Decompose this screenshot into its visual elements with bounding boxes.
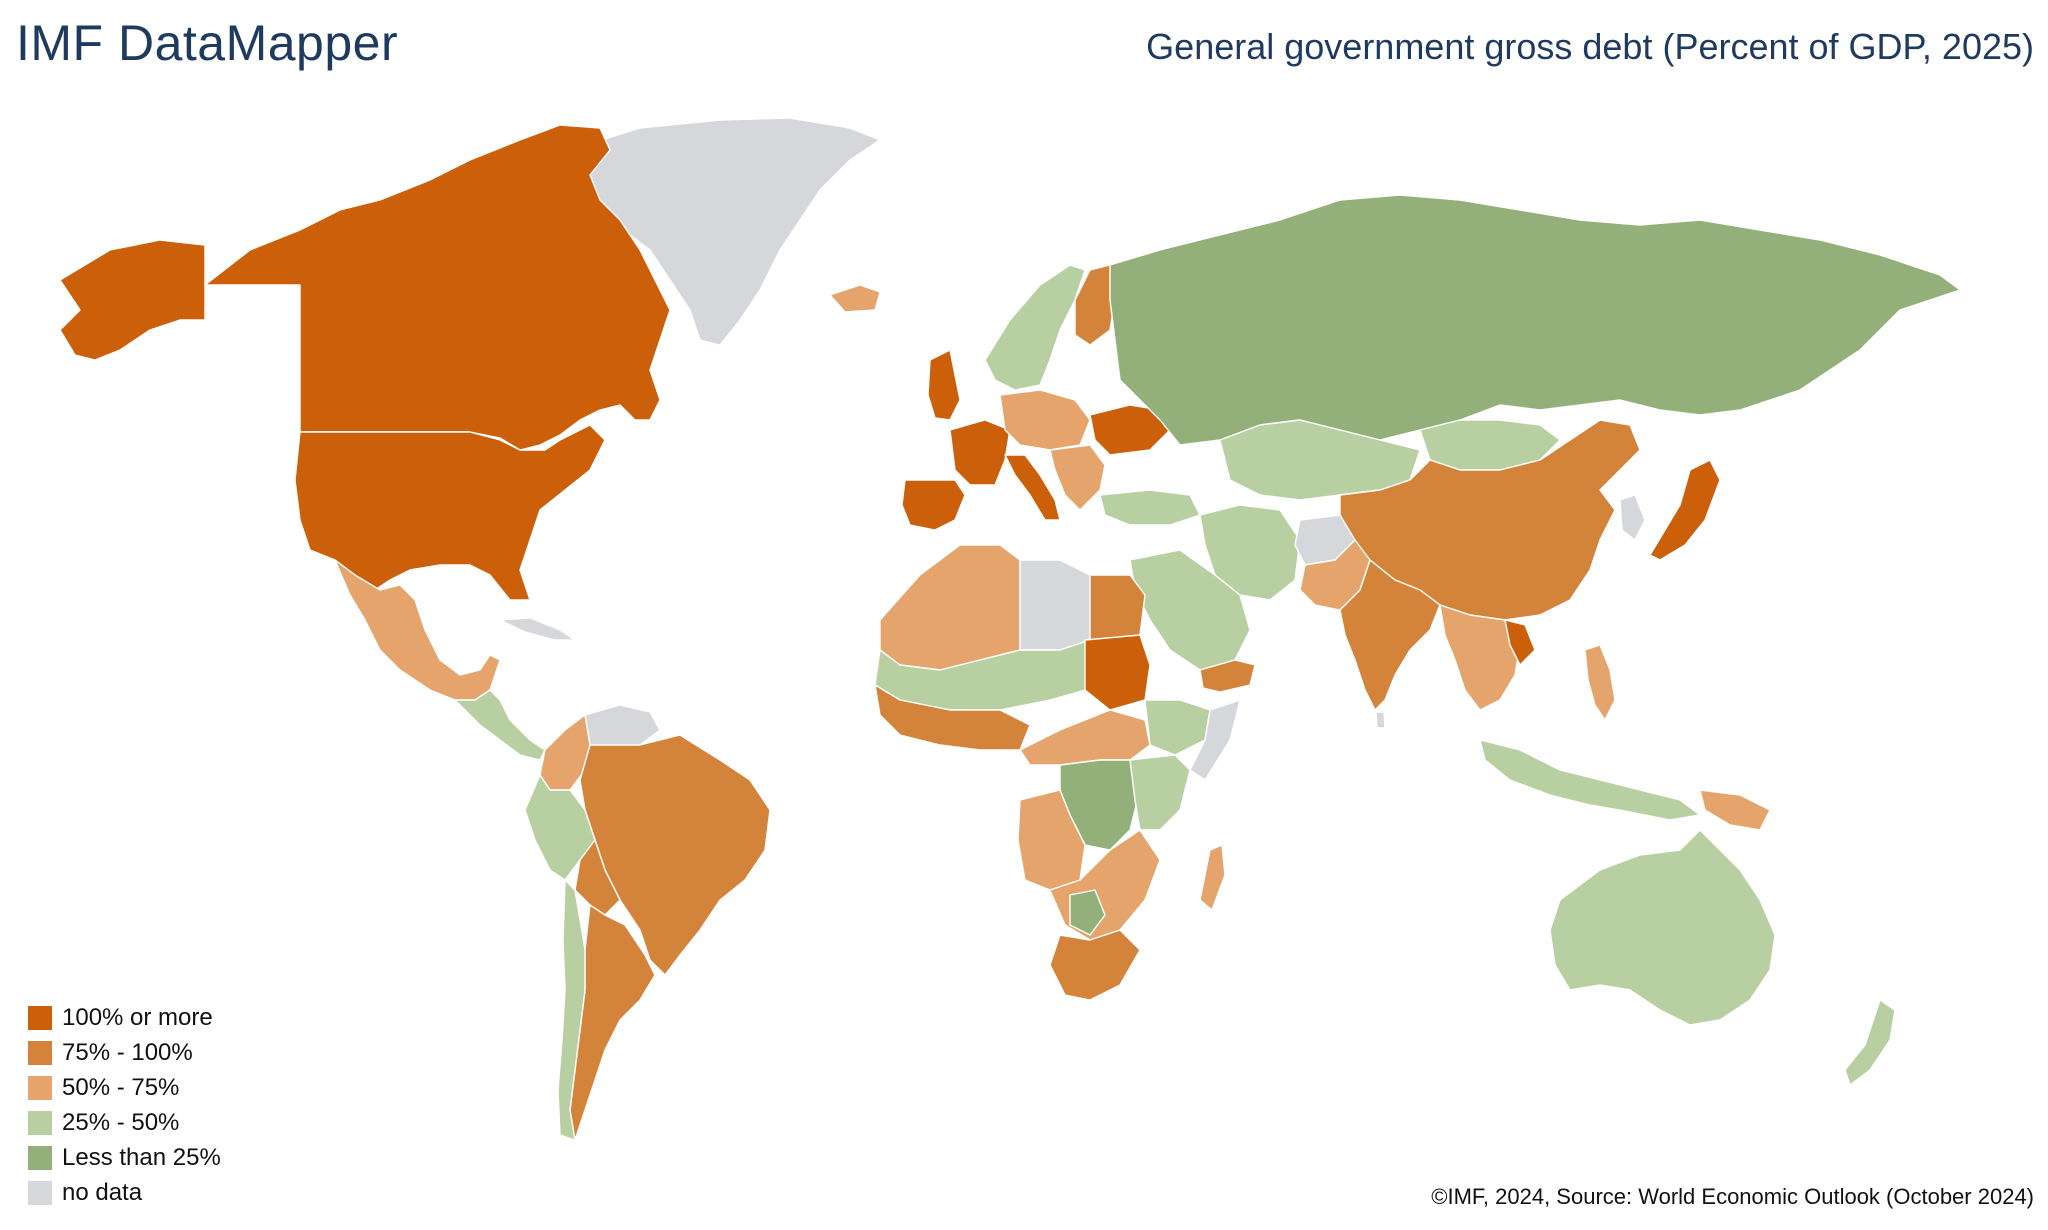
legend-label: 100% or more [62,1003,213,1031]
country-south-africa[interactable] [1049,929,1141,1001]
app-title: IMF DataMapper [16,15,399,71]
legend-item[interactable]: 100% or more [28,1000,221,1035]
country-libya[interactable] [1019,559,1091,651]
legend-swatch [28,1040,52,1065]
country-france[interactable] [949,419,1011,486]
legend-item[interactable]: Less than 25% [28,1140,221,1175]
country-laos[interactable] [1504,619,1536,666]
country-turkey[interactable] [1099,489,1201,526]
country-mexico[interactable] [334,559,501,701]
country-korea[interactable] [1619,494,1646,541]
country-balkans[interactable] [1049,444,1106,511]
country-iceland[interactable] [829,284,881,313]
country-chile[interactable] [557,879,586,1141]
map-title: General government gross debt (Percent o… [1146,26,2034,67]
country-central-europe[interactable] [999,389,1091,451]
legend-label: Less than 25% [62,1143,221,1171]
country-scandinavia[interactable] [984,264,1086,391]
country-somalia[interactable] [1189,699,1241,781]
country-australia[interactable] [1549,829,1776,1026]
country-indonesia[interactable] [1479,739,1701,821]
country-southeast-asia[interactable] [1439,604,1521,711]
legend-item[interactable]: 25% - 50% [28,1105,221,1140]
country-new-zealand[interactable] [1844,999,1896,1086]
country-sudan[interactable] [1084,634,1151,711]
legend-item[interactable]: 75% - 100% [28,1035,221,1070]
country-yemen[interactable] [1199,659,1256,693]
legend-label: 50% - 75% [62,1073,180,1101]
legend-item[interactable]: 50% - 75% [28,1070,221,1105]
country-central-america[interactable] [454,689,546,761]
country-spain[interactable] [901,479,966,531]
legend-label: no data [62,1178,143,1206]
country-sri-lanka[interactable] [1375,711,1386,729]
country-cuba[interactable] [499,617,576,641]
country-east-africa[interactable] [1129,754,1191,831]
country-japan[interactable] [1649,459,1721,561]
country-botswana[interactable] [1069,889,1106,936]
country-north-africa[interactable] [879,544,1021,671]
country-papua-new-guinea[interactable] [1699,789,1771,831]
country-india[interactable] [1339,559,1441,711]
country-ukraine[interactable] [1089,404,1171,456]
legend-swatch [28,1180,52,1205]
country-canada[interactable] [204,124,671,451]
country-uk[interactable] [927,349,961,421]
legend-swatch [28,1075,52,1100]
country-philippines[interactable] [1584,644,1616,721]
legend-label: 25% - 50% [62,1108,180,1136]
legend-swatch [28,1110,52,1135]
legend-label: 75% - 100% [62,1038,193,1066]
legend-item[interactable]: no data [28,1175,221,1210]
country-madagascar[interactable] [1199,844,1226,911]
country-russia[interactable] [1109,194,1961,446]
legend-swatch [28,1145,52,1170]
country-greenland[interactable] [569,117,881,346]
source-credit: ©IMF, 2024, Source: World Economic Outlo… [1431,1184,2034,1209]
country-egypt[interactable] [1089,574,1146,641]
country-usa-alaska[interactable] [59,239,206,361]
country-iran[interactable] [1199,504,1301,601]
country-ethiopia[interactable] [1144,699,1211,756]
legend-swatch [28,1005,52,1030]
country-bolivia[interactable] [574,839,621,916]
country-italy[interactable] [1004,454,1061,521]
legend: 100% or more 75% - 100% 50% - 75% 25% - … [28,1000,221,1210]
country-central-africa[interactable] [1019,709,1151,766]
